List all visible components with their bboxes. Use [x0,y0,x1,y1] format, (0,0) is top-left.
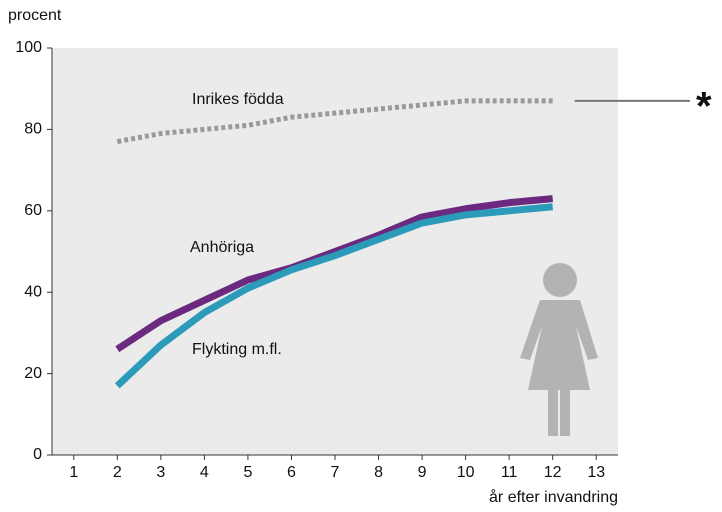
x-tick-label: 13 [587,464,605,481]
x-tick-label: 9 [418,464,427,481]
x-tick-label: 5 [243,464,252,481]
series-line [116,98,553,145]
y-tick-label: 40 [24,283,42,300]
x-tick-label: 8 [374,464,383,481]
series-label: Inrikes födda [192,91,284,108]
y-axis-label: procent [8,7,62,24]
series-label: Anhöriga [190,239,254,256]
x-tick-label: 4 [200,464,209,481]
x-tick-label: 7 [331,464,340,481]
series-line [114,203,554,389]
series-label: Flykting m.fl. [192,341,282,358]
x-tick-label: 12 [544,464,562,481]
x-tick-label: 6 [287,464,296,481]
y-tick-label: 20 [24,365,42,382]
woman-icon [520,263,598,436]
y-tick-label: 100 [15,39,42,56]
y-tick-label: 80 [24,121,42,138]
x-tick-label: 10 [457,464,475,481]
x-tick-label: 2 [113,464,122,481]
x-tick-label: 3 [156,464,165,481]
x-axis-label: år efter invandring [489,488,618,506]
x-tick-label: 1 [69,464,78,481]
y-tick-label: 60 [24,202,42,219]
series-line [115,195,554,353]
x-tick-label: 11 [501,464,518,481]
y-tick-label: 0 [33,446,42,463]
note-mark: * [696,84,712,128]
